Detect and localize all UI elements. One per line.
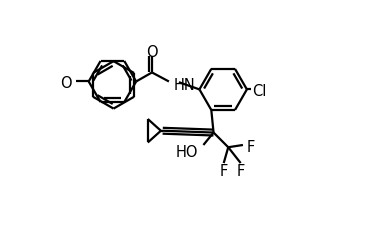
Text: HO: HO [176,144,199,159]
Text: O: O [146,45,158,60]
Text: F: F [220,163,228,178]
Text: Cl: Cl [252,84,267,99]
Text: HN: HN [174,78,196,93]
Text: O: O [61,76,72,91]
Text: F: F [247,139,255,154]
Text: F: F [236,163,245,178]
